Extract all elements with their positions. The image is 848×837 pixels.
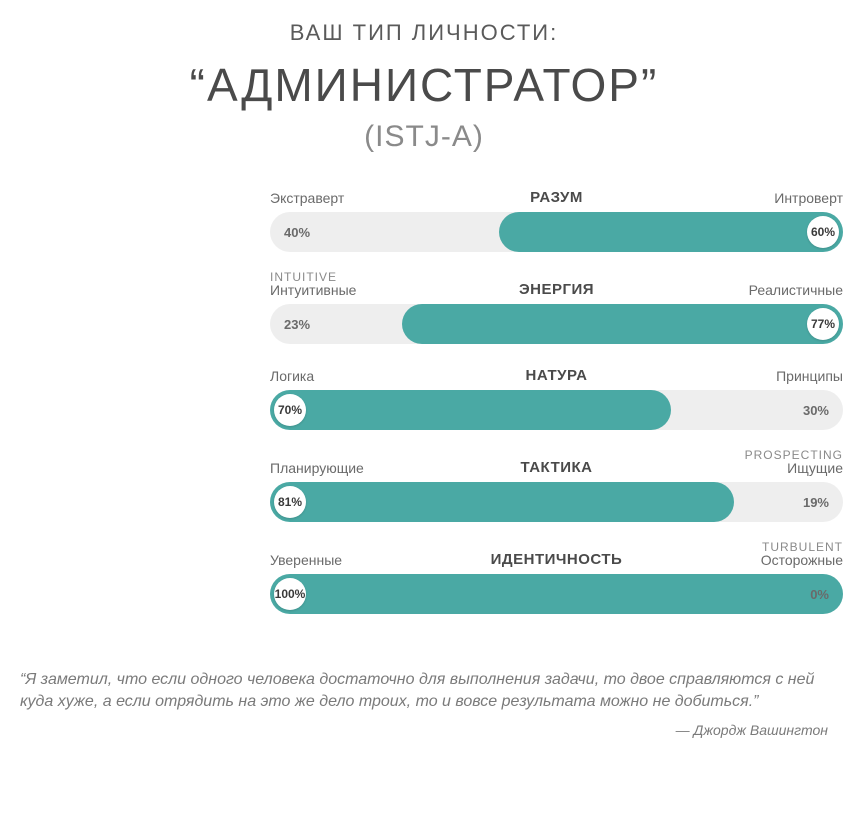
header: ВАШ ТИП ЛИЧНОСТИ: “АДМИНИСТРАТОР” (ISTJ-… [0,20,848,154]
trait-right-label: Реалистичные [749,282,843,298]
trait-bar: 0% 100% [270,574,843,614]
trait-knob: 60% [807,216,839,248]
trait-left-label-text: Логика [270,368,314,384]
trait-bar: 30% 70% [270,390,843,430]
trait-category: ТАКТИКА [520,459,592,476]
trait-right-label-text: Ищущие [787,460,843,476]
trait-labels: Логика НАТУРА Принципы [270,362,843,384]
trait-bar: 19% 81% [270,482,843,522]
trait-category: НАТУРА [526,367,588,384]
trait-other-pct: 40% [284,212,310,252]
trait-other-pct: 19% [803,482,829,522]
trait-other-pct: 23% [284,304,310,344]
trait-right-label: PROSPECTINGИщущие [745,448,843,476]
quote-author: — Джордж Вашингтон [20,722,828,738]
traits-container: Экстраверт РАЗУМ Интроверт 40% 60% INTUITIVEИ… [0,184,848,614]
trait-bar: 23% 77% [270,304,843,344]
trait-row: Логика НАТУРА Принципы 30% 70% [270,362,843,430]
trait-bar-fill [402,304,843,344]
trait-knob: 70% [274,394,306,426]
trait-labels: Планирующие ТАКТИКА PROSPECTINGИщущие [270,448,843,476]
trait-bar-fill [270,574,843,614]
trait-knob: 77% [807,308,839,340]
trait-right-label: Принципы [776,368,843,384]
trait-left-label-text: Экстраверт [270,190,344,206]
quote-text: “Я заметил, что если одного человека дос… [20,669,828,714]
trait-row: INTUITIVEИнтуитивные ЭНЕРГИЯ Реалистичные 2… [270,270,843,344]
trait-category: РАЗУМ [530,189,583,206]
trait-other-pct: 30% [803,390,829,430]
trait-right-label-text: Интроверт [774,190,843,206]
trait-right-label: TURBULENTОсторожные [761,540,843,568]
trait-right-label-text: Осторожные [761,552,843,568]
trait-row: Экстраверт РАЗУМ Интроверт 40% 60% [270,184,843,252]
trait-right-label: Интроверт [774,190,843,206]
trait-knob: 81% [274,486,306,518]
trait-labels: Экстраверт РАЗУМ Интроверт [270,184,843,206]
header-title: “АДМИНИСТРАТОР” [0,58,848,112]
trait-category: ИДЕНТИЧНОСТЬ [491,551,623,568]
trait-labels: Уверенные ИДЕНТИЧНОСТЬ TURBULENTОсторожные [270,540,843,568]
header-pretitle: ВАШ ТИП ЛИЧНОСТИ: [0,20,848,46]
trait-bar: 40% 60% [270,212,843,252]
trait-right-label-text: Принципы [776,368,843,384]
trait-bar-fill [499,212,843,252]
trait-category: ЭНЕРГИЯ [519,281,594,298]
trait-left-label-text: Интуитивные [270,282,356,298]
trait-bar-fill [270,482,734,522]
trait-left-label: Уверенные [270,552,342,568]
trait-row: Уверенные ИДЕНТИЧНОСТЬ TURBULENTОсторожные… [270,540,843,614]
trait-left-label: INTUITIVEИнтуитивные [270,270,356,298]
quote-block: “Я заметил, что если одного человека дос… [0,669,848,738]
trait-bar-fill [270,390,671,430]
trait-knob: 100% [274,578,306,610]
header-code: (ISTJ-A) [0,120,848,154]
trait-left-label-text: Планирующие [270,460,364,476]
trait-labels: INTUITIVEИнтуитивные ЭНЕРГИЯ Реалистичные [270,270,843,298]
trait-right-label-text: Реалистичные [749,282,843,298]
trait-row: Планирующие ТАКТИКА PROSPECTINGИщущие 19% 81… [270,448,843,522]
trait-left-label: Экстраверт [270,190,344,206]
trait-left-label: Планирующие [270,460,364,476]
trait-left-label: Логика [270,368,314,384]
trait-other-pct: 0% [810,574,829,614]
trait-left-label-text: Уверенные [270,552,342,568]
